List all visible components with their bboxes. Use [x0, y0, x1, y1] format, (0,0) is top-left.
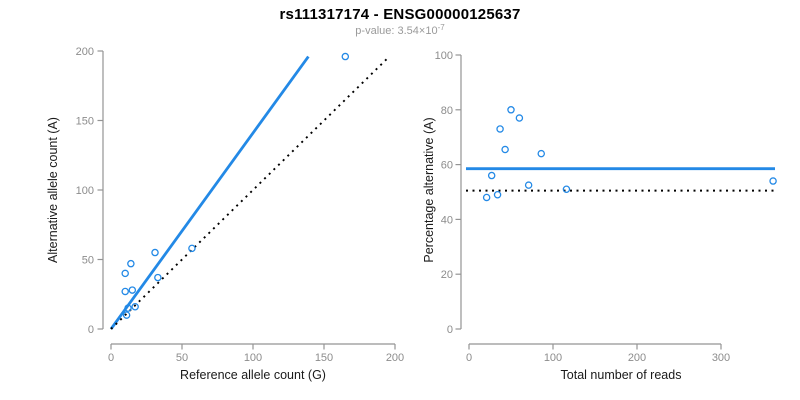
y-tick-label: 60 [441, 160, 453, 172]
y-axis-title: Percentage alternative (A) [422, 117, 436, 262]
y-tick-label: 80 [441, 105, 453, 117]
data-point [121, 287, 129, 296]
fit-line [109, 55, 310, 330]
data-point [341, 52, 350, 61]
x-tick-label: 300 [712, 352, 730, 364]
x-tick-label: 200 [628, 352, 646, 364]
x-tick-label: 50 [176, 352, 188, 364]
data-point [496, 125, 504, 133]
data-point [151, 248, 159, 257]
y-tick-label: 150 [76, 116, 94, 128]
data-point [524, 181, 533, 189]
y-tick-label: 100 [76, 185, 94, 197]
data-point [501, 145, 509, 154]
data-point [493, 190, 502, 199]
right-panel: 0 20 40 60 80 100 0 100 200 300 Total number of re… [422, 50, 777, 382]
x-tick-label: 150 [315, 352, 333, 364]
data-point [515, 114, 524, 122]
x-tick-label: 200 [386, 352, 404, 364]
y-tick-label: 100 [435, 50, 453, 62]
y-tick-label: 0 [88, 324, 94, 336]
y-tick-label: 50 [82, 255, 94, 267]
data-point [537, 149, 545, 158]
figure-title: rs111317174 - ENSG00000125637 [279, 6, 521, 23]
data-point [122, 311, 131, 319]
pvalue-text: p-value: 3.54×10 [355, 25, 438, 37]
identity-line [110, 57, 389, 330]
figure-subtitle: p-value: 3.54×10-7 [0, 23, 800, 37]
x-axis-title: Total number of reads [561, 368, 682, 382]
data-point [121, 269, 129, 278]
y-axis-title: Alternative allele count (A) [46, 117, 60, 263]
data-point [487, 171, 496, 180]
y-tick-label: 40 [441, 214, 453, 226]
data-point [154, 273, 162, 282]
data-point [127, 259, 135, 268]
pvalue-exponent: -7 [437, 23, 445, 32]
x-tick-label: 100 [244, 352, 262, 364]
left-panel: 0 50 100 150 200 0 50 100 150 200 Reference allele… [46, 46, 404, 382]
x-axis-title: Reference allele count (G) [180, 368, 326, 382]
x-tick-label: 0 [466, 352, 472, 364]
x-tick-label: 0 [108, 352, 114, 364]
data-point [507, 106, 515, 114]
data-point [769, 177, 777, 185]
y-tick-label: 200 [76, 46, 94, 58]
data-point [482, 193, 491, 202]
data-point [128, 286, 137, 294]
data-point [124, 304, 132, 312]
y-tick-label: 20 [441, 269, 453, 281]
x-tick-label: 100 [544, 352, 562, 364]
data-point [131, 303, 139, 311]
data-point [188, 244, 196, 253]
data-point [562, 185, 571, 194]
y-tick-label: 0 [447, 324, 453, 336]
